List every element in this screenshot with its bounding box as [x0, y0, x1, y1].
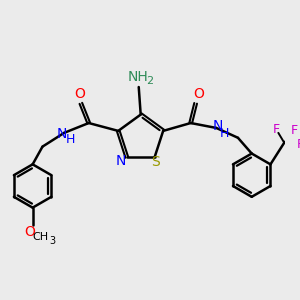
Text: N: N: [57, 127, 67, 141]
Text: 3: 3: [49, 236, 56, 246]
Text: F: F: [290, 124, 298, 137]
Text: O: O: [24, 225, 35, 239]
Text: 2: 2: [146, 76, 153, 86]
Text: S: S: [151, 155, 160, 169]
Text: F: F: [296, 138, 300, 151]
Text: N: N: [116, 154, 126, 168]
Text: H: H: [65, 133, 75, 146]
Text: H: H: [220, 127, 229, 140]
Text: F: F: [273, 123, 280, 136]
Text: CH: CH: [32, 232, 49, 242]
Text: O: O: [74, 88, 85, 101]
Text: O: O: [193, 86, 204, 100]
Text: N: N: [213, 119, 224, 133]
Text: NH: NH: [128, 70, 148, 84]
